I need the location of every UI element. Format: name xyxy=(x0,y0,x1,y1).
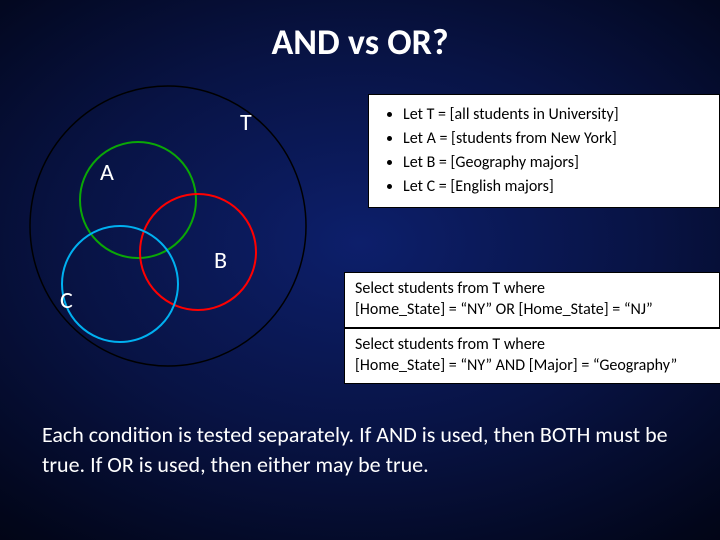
list-item: Let T = [all students in University] xyxy=(403,103,709,127)
query-and-line2: [Home_State] = “NY” AND [Major] = “Geogr… xyxy=(355,356,677,375)
venn-label-t: T xyxy=(240,108,252,137)
query-and-line1: Select students from T where xyxy=(355,335,545,354)
query-and-box: Select students from T where [Home_State… xyxy=(344,328,720,384)
venn-label-c: C xyxy=(60,286,73,315)
venn-circle-b xyxy=(140,194,256,310)
query-or-box: Select students from T where [Home_State… xyxy=(344,272,720,328)
list-item: Let C = [English majors] xyxy=(403,175,709,199)
definitions-list: Let T = [all students in University] Let… xyxy=(387,103,709,199)
summary-text: Each condition is tested separately. If … xyxy=(42,420,682,479)
list-item: Let A = [students from New York] xyxy=(403,127,709,151)
slide: AND vs OR? T A B C Let T = [all students… xyxy=(0,0,720,540)
venn-circle-c xyxy=(62,226,178,342)
query-or-line1: Select students from T where xyxy=(355,279,545,298)
venn-label-b: B xyxy=(214,246,227,275)
slide-title: AND vs OR? xyxy=(0,20,720,64)
list-item: Let B = [Geography majors] xyxy=(403,151,709,175)
venn-label-a: A xyxy=(100,158,114,187)
venn-diagram xyxy=(0,60,360,460)
definitions-box: Let T = [all students in University] Let… xyxy=(368,94,720,208)
query-or-line2: [Home_State] = “NY” OR [Home_State] = “N… xyxy=(355,300,653,319)
venn-circle-t xyxy=(30,86,306,366)
venn-circle-a xyxy=(80,142,196,258)
